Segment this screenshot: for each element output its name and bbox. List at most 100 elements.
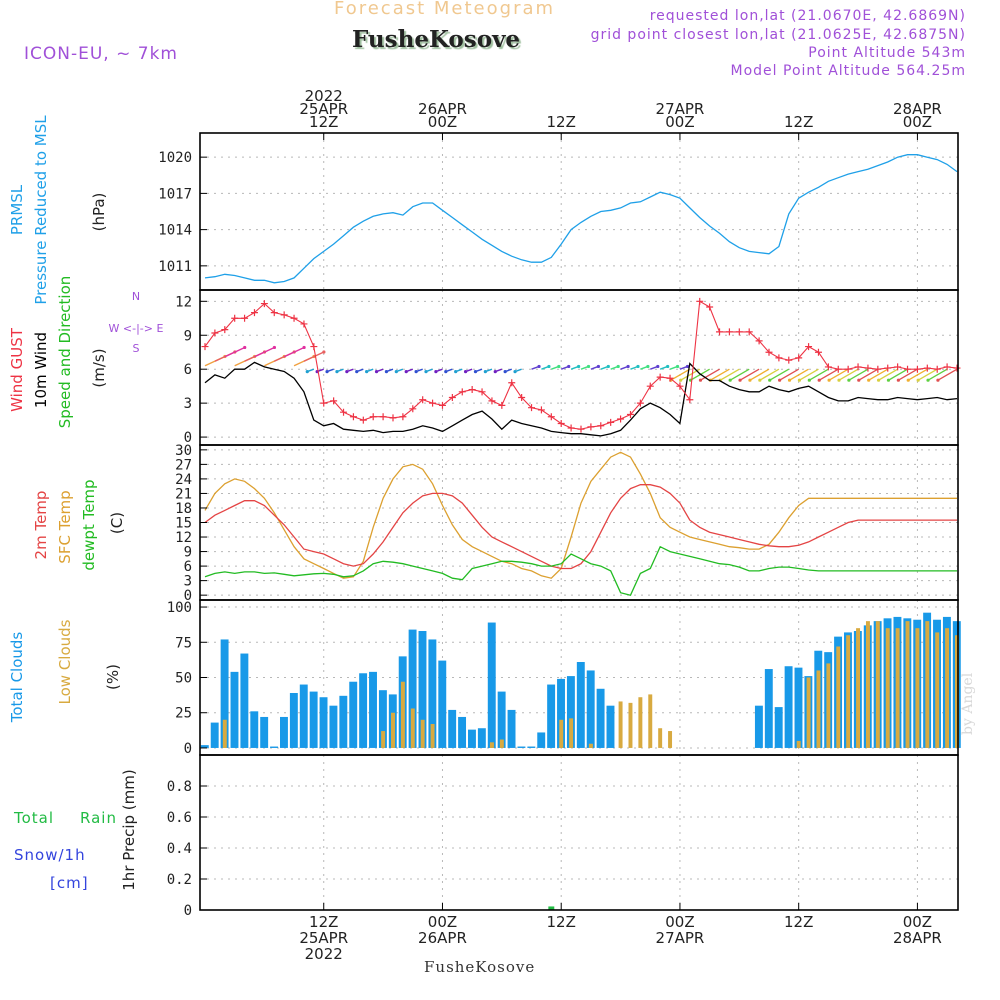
wind-arrow-head [394, 369, 398, 374]
gust-marker [389, 414, 397, 422]
low-cloud-bar [915, 628, 920, 748]
low-cloud-bar [806, 677, 811, 748]
gust-marker [518, 393, 526, 401]
time-label-top: 00Z [903, 113, 932, 131]
gust-marker [231, 314, 239, 322]
y-tick-label: 0 [184, 588, 192, 604]
wind-arrow-head [936, 378, 940, 382]
wind-direction-arrow [739, 368, 760, 381]
wind-arrow-head [374, 369, 379, 374]
time-label-bottom: 00Z [665, 913, 694, 931]
low-cloud-bar [796, 740, 801, 748]
total-cloud-bar [250, 711, 259, 748]
rain-bar [548, 906, 555, 910]
low-cloud-bar [618, 701, 623, 748]
wind-direction-arrow [838, 368, 859, 381]
gust-marker [696, 297, 704, 305]
low-cloud-bar [430, 724, 435, 748]
wind-direction-arrow [283, 346, 305, 358]
wind-arrow-head [577, 364, 581, 369]
time-label-bottom: 12Z [784, 913, 813, 931]
y-tick-label: 27 [175, 457, 192, 473]
wind-arrow-head [656, 364, 660, 369]
wind-arrow-head [675, 364, 680, 369]
y-tick-label: 12 [175, 530, 192, 546]
low-cloud-bar [935, 632, 940, 748]
gust-marker [270, 309, 278, 317]
y-tick-label: 0.6 [167, 810, 192, 826]
time-label-top: 27APR [656, 100, 705, 118]
y-tick-label: 0 [184, 741, 192, 757]
total-cloud-bar [794, 667, 803, 748]
wind-arrow-head [302, 345, 306, 350]
low-cloud-bar [955, 635, 959, 748]
wind-direction-arrow [759, 368, 780, 381]
total-cloud-bar [230, 671, 239, 748]
y-tick-label: 6 [184, 362, 192, 378]
wind-arrow-head [493, 369, 497, 374]
sfc-temp-line [204, 451, 957, 579]
pressure-label-1: PRMSL [8, 184, 26, 235]
footer-location: FusheKosove [424, 958, 536, 976]
total-cloud-bar [369, 671, 377, 748]
wind-arrow-head [787, 378, 792, 382]
gust-marker [310, 343, 318, 351]
wind-arrow-head [473, 369, 478, 374]
compass-axis: W <-|-> E [109, 322, 164, 335]
gust-marker [498, 401, 506, 409]
wind-direction-arrow [224, 346, 246, 358]
total-cloud-bar [477, 728, 486, 748]
total-cloud-bar [319, 697, 328, 748]
model-altitude: Model Point Altitude 564.25m [730, 63, 966, 79]
y-tick-label: 50 [175, 671, 192, 687]
low-cloud-bar [836, 646, 841, 748]
wind-arrow-head [666, 364, 670, 369]
wind-arrow-head [606, 364, 610, 369]
y-tick-label: 3 [184, 396, 192, 412]
low-cloud-bar [826, 663, 831, 748]
low-cloud-bar [865, 621, 870, 748]
gust-marker [636, 399, 644, 407]
wind-direction-arrow [828, 368, 849, 381]
low-cloud-bar [381, 731, 386, 748]
total-cloud-bar [428, 639, 437, 748]
low-cloud-bar [945, 628, 950, 748]
wind-direction-arrow [700, 368, 720, 381]
gust-marker [458, 388, 466, 396]
y-tick-label: 21 [175, 486, 192, 502]
gust-marker [676, 382, 684, 390]
gust-marker [755, 337, 763, 345]
total-cloud-bar [784, 666, 793, 748]
gust-marker [785, 356, 793, 364]
temp-2m-line [204, 484, 957, 570]
wind-arrow-head [837, 378, 841, 382]
gust-marker [537, 406, 545, 414]
temp-unit: (C) [108, 512, 126, 534]
wind-arrow-head [463, 369, 468, 374]
wind-direction-arrow [848, 368, 869, 381]
wind-arrow-head [596, 364, 601, 369]
wind-direction-arrow [719, 368, 740, 381]
gust-marker [241, 314, 249, 322]
y-tick-label: 18 [175, 501, 192, 517]
wind-direction-arrow [254, 346, 275, 358]
total-cloud-bar [517, 746, 526, 748]
location-title: FusheKosove [352, 26, 521, 53]
total-cloud-bar [339, 695, 348, 748]
gust-marker [399, 413, 407, 421]
gust-marker [686, 396, 694, 404]
wind-direction-arrow [868, 368, 889, 381]
total-cloud-bar [299, 684, 308, 748]
gust-marker [854, 363, 862, 371]
y-tick-label: 25 [175, 706, 192, 722]
total-cloud-bar [260, 716, 269, 748]
wind-arrow-head [847, 378, 851, 382]
y-tick-label: 100 [167, 600, 192, 616]
gust-marker [646, 382, 654, 390]
total-cloud-bar [200, 745, 209, 748]
low-cloud-bar [658, 728, 663, 748]
time-label-bottom: 28APR [893, 929, 942, 947]
time-label-bottom: 26APR [418, 929, 467, 947]
gust-marker [221, 326, 229, 334]
